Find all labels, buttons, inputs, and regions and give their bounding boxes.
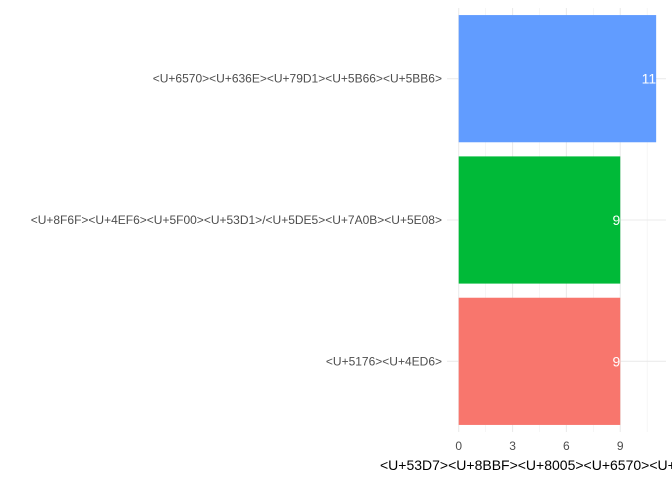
- x-tick-label: 6: [563, 439, 570, 453]
- category-label: <U+5176><U+4ED6>: [326, 354, 442, 368]
- category-label: <U+6570><U+636E><U+79D1><U+5B66><U+5BB6>: [153, 72, 442, 86]
- x-tick-label: 0: [455, 439, 462, 453]
- bar: [458, 15, 657, 143]
- bar-value-label: 11: [642, 71, 657, 87]
- bars: [458, 15, 657, 425]
- bar: [458, 297, 621, 425]
- x-tick-labels: 0 3 6 9: [455, 439, 624, 453]
- x-tick-label: 3: [509, 439, 516, 453]
- x-axis-title: <U+53D7><U+8BBF><U+8005><U+6570><U+76EE>: [380, 457, 672, 473]
- category-labels: <U+5176><U+4ED6> <U+8F6F><U+4EF6><U+5F00>…: [31, 72, 442, 369]
- bar-value-label: 9: [612, 212, 620, 228]
- data-labels: 9 9 11: [612, 71, 656, 370]
- category-label: <U+8F6F><U+4EF6><U+5F00><U+53D1>/<U+5DE5…: [31, 213, 442, 227]
- x-tick-label: 9: [617, 439, 624, 453]
- bar-value-label: 9: [612, 353, 620, 369]
- bar: [458, 156, 621, 284]
